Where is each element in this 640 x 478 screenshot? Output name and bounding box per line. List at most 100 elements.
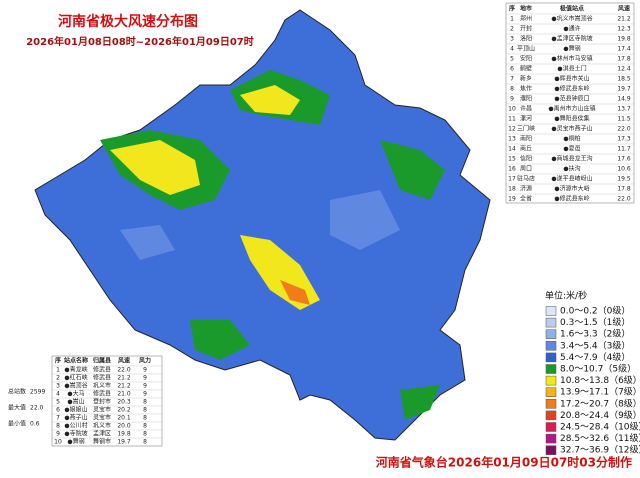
table-cell: 19.8: [117, 431, 131, 438]
table-cell: 巩义市: [93, 382, 111, 390]
table-cell: 12.3: [617, 26, 631, 33]
column-header: 序: [54, 357, 61, 365]
table-cell: 修武县: [93, 366, 111, 374]
table-cell: 平顶山: [517, 45, 535, 53]
legend-label: 24.5～28.4（10级）: [560, 421, 640, 433]
legend-swatch: [545, 387, 557, 397]
table-cell: 洛阳: [520, 35, 532, 43]
column-header: 归属县: [93, 357, 111, 365]
legend-swatch: [545, 341, 557, 351]
table-cell: 14.9: [617, 96, 631, 103]
table-cell: 2: [510, 26, 514, 33]
table-cell: 12: [508, 126, 516, 133]
legend-label: 17.2～20.7（8级）: [560, 397, 640, 409]
legend-label: 28.5～32.6（11级）: [560, 432, 640, 444]
wind-zone: [400, 385, 440, 420]
stat-label: 最大值: [8, 404, 26, 412]
table-cell: 18: [508, 186, 516, 193]
table-frame: [505, 2, 635, 204]
table-cell: 21.2: [117, 383, 131, 390]
table-cell: ●扶沟: [563, 165, 580, 173]
table-cell: ●济源市大峪: [554, 185, 589, 193]
table-cell: 郑州: [520, 15, 532, 23]
table-cell: 全省: [520, 195, 532, 203]
wind-zone: [240, 85, 300, 115]
legend-label: 0.0～0.2（0级）: [560, 305, 630, 317]
legend-swatch: [545, 410, 557, 421]
table-cell: 南阳: [520, 135, 532, 143]
table-cell: 20.1: [117, 415, 131, 422]
table-cell: 17.3: [617, 136, 631, 143]
table-cell: 2: [56, 375, 60, 382]
table-cell: 4: [56, 391, 60, 398]
station-table: 序站点名称 归属县 风速 风力 1 ●青龙峡 修武县 22.0 9 2 ●红石峡 修武县 21.2 9 3 ●…: [51, 355, 163, 447]
legend-label: 13.9～17.1（7级）: [560, 386, 640, 398]
table-cell: ●寺院坡: [64, 430, 87, 438]
legend-label: 5.4～7.9（4级）: [560, 351, 630, 363]
table-cell: 22.0: [617, 196, 631, 203]
table-cell: 4: [510, 46, 514, 53]
stat-value: 2599: [30, 389, 45, 396]
legend: 单位:米/秒0.0～0.2（0级）0.3～1.5（1级）1.6～3.3（2级）3…: [545, 290, 640, 456]
table-cell: 驻马店: [517, 175, 535, 183]
table-cell: 9: [143, 375, 147, 382]
table-cell: 6: [510, 66, 514, 73]
table-cell: 20.2: [117, 407, 131, 414]
table-cell: ●修武县东岭: [554, 85, 589, 93]
table-cell: 巩义市: [93, 422, 111, 430]
table-cell: 周口: [520, 166, 532, 173]
table-cell: ●遂平县嵖岈山: [551, 175, 592, 183]
table-cell: 18.5: [617, 76, 631, 83]
table-cell: ●孟津区寺院坡: [551, 35, 592, 43]
column-header: 地市: [520, 5, 532, 13]
table-cell: 19: [508, 196, 516, 203]
table-cell: 12.4: [617, 66, 631, 73]
legend-label: 0.3～1.5（1级）: [560, 316, 630, 328]
table-cell: 5: [510, 56, 514, 63]
table-cell: 11.5: [617, 116, 631, 123]
table-cell: 登封市: [93, 398, 111, 406]
wind-zone: [120, 225, 175, 260]
legend-label: 1.6～3.3（2级）: [560, 328, 630, 340]
legend-swatch: [545, 433, 557, 444]
wind-zone: [330, 190, 400, 250]
stat-label: 总站数: [8, 388, 26, 396]
table-cell: 17: [508, 176, 516, 183]
table-cell: 19.8: [617, 36, 631, 43]
table-cell: ●淇县土门: [557, 65, 586, 73]
table-cell: 17.8: [617, 186, 631, 193]
table-cell: 三门峡: [517, 125, 535, 133]
legend-label: 8.0～10.7（5级）: [560, 363, 636, 375]
table-cell: 10: [508, 106, 516, 113]
table-cell: 10.6: [617, 166, 631, 173]
table-cell: 济源: [520, 185, 532, 193]
table-cell: ●青龙峡: [64, 366, 87, 374]
table-cell: 16: [508, 166, 516, 173]
table-cell: 9: [143, 367, 147, 374]
table-cell: 安阳: [520, 55, 532, 63]
table-cell: ●商城县龙王沟: [551, 155, 592, 163]
table-cell: 1: [56, 367, 60, 374]
table-cell: 11.7: [617, 146, 631, 153]
wind-zone: [280, 280, 310, 305]
table-cell: 13: [508, 136, 516, 143]
table-frame: [51, 355, 163, 447]
table-cell: 8: [510, 86, 514, 93]
legend-swatch: [545, 364, 557, 374]
title: 河南省极大风速分布图: [58, 13, 198, 30]
legend-swatch: [545, 352, 557, 363]
table-cell: 8: [143, 423, 147, 430]
city-table: 序地市 极值站点 风速 1 郑州 ●巩义市嵩顶谷 21.2 2 开封 ●通许 12.3 3 洛阳 ●孟津区…: [505, 2, 635, 204]
table-cell: ●舞钢: [67, 438, 84, 446]
table-cell: 13.7: [617, 106, 631, 113]
table-cell: 许昌: [520, 105, 532, 113]
legend-swatch: [545, 445, 557, 455]
table-cell: 8: [56, 423, 60, 430]
table-cell: 9: [143, 391, 147, 398]
table-cell: 22.0: [117, 367, 131, 374]
table-cell: 7: [510, 76, 514, 83]
column-header: 风速: [118, 357, 130, 365]
table-cell: 8: [143, 399, 147, 406]
table-cell: 新乡: [520, 75, 532, 83]
legend-label: 10.8～13.8（6级）: [560, 374, 640, 386]
